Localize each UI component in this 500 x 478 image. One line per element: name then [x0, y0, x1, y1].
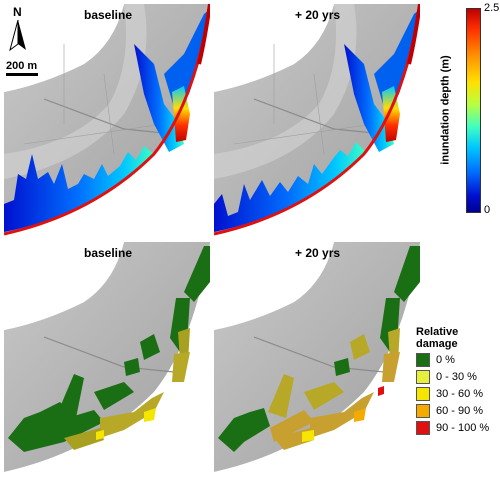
- north-arrow-icon: N: [9, 5, 26, 52]
- legend-swatch-1: [416, 370, 430, 384]
- legend-swatch-4: [416, 421, 430, 435]
- inundation-area: [4, 146, 154, 232]
- north-label: N: [13, 5, 22, 19]
- legend-item: 30 - 60 %: [416, 387, 500, 401]
- scale-bar: 200 m: [6, 60, 46, 76]
- panel-title-top-right: + 20 yrs: [295, 8, 341, 22]
- damage-legend: Relative damage 0 % 0 - 30 % 30 - 60 % 6…: [416, 326, 500, 435]
- colorbar-min-label: 0: [484, 204, 491, 216]
- legend-item: 90 - 100 %: [416, 421, 500, 435]
- panel-title-top-left: baseline: [84, 8, 133, 22]
- scale-bar-line: [6, 73, 38, 76]
- legend-label-1: 0 - 30 %: [436, 371, 477, 383]
- panel-title-bottom-right: + 20 yrs: [295, 246, 341, 260]
- damage-map-plus20: [214, 242, 420, 476]
- legend-label-4: 90 - 100 %: [436, 422, 490, 434]
- legend-label-0: 0 %: [436, 354, 455, 366]
- legend-swatch-0: [416, 353, 430, 367]
- legend-swatch-2: [416, 387, 430, 401]
- legend-label-3: 60 - 90 %: [436, 405, 484, 417]
- legend-item: 60 - 90 %: [416, 404, 500, 418]
- legend-label-2: 30 - 60 %: [436, 388, 484, 400]
- inundation-map-baseline: [4, 4, 210, 238]
- legend-title-line2: damage: [416, 338, 458, 350]
- legend-item: 0 - 30 %: [416, 370, 500, 384]
- damage-map-baseline: [4, 242, 210, 476]
- colorbar-max-label: 2.5: [484, 2, 500, 14]
- legend-title-line1: Relative: [416, 326, 459, 338]
- inundation-colorbar: [466, 8, 481, 213]
- panel-title-bottom-left: baseline: [84, 246, 133, 260]
- colorbar-title: inundation depth (m): [439, 55, 452, 165]
- scale-label: 200 m: [6, 60, 38, 72]
- inundation-map-plus20: [214, 4, 420, 238]
- legend-swatch-3: [416, 404, 430, 418]
- legend-item: 0 %: [416, 353, 500, 367]
